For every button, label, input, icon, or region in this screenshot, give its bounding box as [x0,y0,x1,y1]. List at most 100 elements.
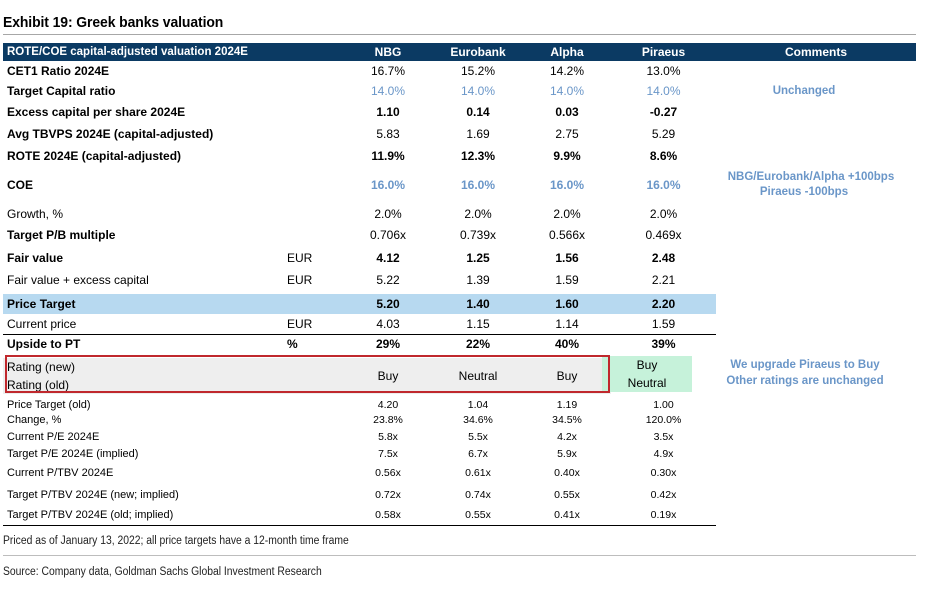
exhibit-title: Exhibit 19: Greek banks valuation [3,14,224,31]
cell: 2.0% [464,206,492,221]
table-row: Excess capital per share 2024E 1.10 0.14… [3,101,716,122]
cell: 14.0% [646,84,681,98]
cell: 0.14 [466,104,490,119]
table-header-row: ROTE/COE capital-adjusted valuation 2024… [3,43,716,61]
table-row: Growth, % 2.0% 2.0% 2.0% 2.0% [3,203,716,224]
table-row: Target P/B multiple 0.706x 0.739x 0.566x… [3,224,716,246]
table-row: Change, % 23.8% 34.6% 34.5% 120.0% [3,412,716,427]
cell: 9.9% [553,149,581,163]
cell: 1.60 [523,294,611,314]
cell: 16.0% [549,178,585,192]
table-row: Target Capital ratio 14.0% 14.0% 14.0% 1… [3,81,716,101]
cell: 14.0% [460,84,496,98]
row-label: CET1 Ratio 2024E [7,64,110,78]
cell: 14.2% [549,64,585,78]
row-label: Price Target [3,294,283,314]
comment-coe-line1: NBG/Eurobank/Alpha +100bps [727,171,895,183]
cell: 1.04 [467,399,489,411]
row-label: Price Target (old) [7,399,91,411]
piraeus-rating-cell: Buy Neutral [602,356,692,392]
valuation-table: ROTE/COE capital-adjusted valuation 2024… [3,43,716,526]
header-bank-eurobank: Eurobank [433,43,523,61]
comment-unchanged: Unchanged [772,85,836,97]
cell: 2.0% [553,206,581,221]
cell: 0.74x [465,488,491,501]
cell: 0.19x [650,508,677,521]
unit-label: EUR [287,251,313,265]
table-row: Fair value + excess capital EUR 5.22 1.3… [3,270,716,290]
row-label: Rating (old) [3,376,283,394]
cell: 2.20 [611,294,716,314]
cell: 0.41x [554,508,580,521]
cell: 13.0% [646,64,681,78]
rating-nbg: Buy [343,358,433,394]
cell: 1.39 [466,273,490,287]
row-label: Current P/TBV 2024E [7,466,114,479]
cell: 4.2x [557,430,577,443]
header-bank-nbg: NBG [343,43,433,61]
table-row: Current P/E 2024E 5.8x 5.5x 4.2x 3.5x [3,427,716,446]
cell: 1.00 [653,399,674,411]
table-row: Avg TBVPS 2024E (capital-adjusted) 5.83 … [3,122,716,145]
footnote-priced: Priced as of January 13, 2022; all price… [3,535,349,547]
table-row: Current price EUR 4.03 1.15 1.14 1.59 [3,314,716,334]
cell: 16.0% [370,178,406,192]
cell: 0.55x [554,488,580,501]
piraeus-rating-new: Buy [636,358,658,372]
cell: 2.0% [649,206,678,221]
cell: 34.5% [552,413,582,426]
row-label: Current P/E 2024E [7,430,100,443]
price-target-row: Price Target 5.20 1.40 1.60 2.20 [3,294,716,314]
cell: 0.55x [465,508,491,521]
unit-label: % [283,333,343,354]
row-label: Target Capital ratio [7,84,116,98]
cell: 22% [433,333,523,354]
cell: 5.83 [376,126,400,141]
cell: 29% [343,333,433,354]
header-bank-alpha: Alpha [523,43,611,61]
cell: 0.739x [459,228,497,242]
row-label: Target P/E 2024E (implied) [7,447,139,460]
row-label: Target P/TBV 2024E (new; implied) [7,488,179,501]
rating-eurobank: Neutral [433,358,523,394]
table-row: Current P/TBV 2024E 0.56x 0.61x 0.40x 0.… [3,461,716,484]
cell: 2.0% [374,206,402,221]
footnote-source: Source: Company data, Goldman Sachs Glob… [3,566,322,578]
table-row: CET1 Ratio 2024E 16.7% 15.2% 14.2% 13.0% [3,61,716,81]
header-bank-piraeus: Piraeus [611,43,716,61]
rating-alpha: Buy [523,358,611,394]
row-label: Fair value [7,251,64,265]
row-label: Excess capital per share 2024E [7,104,186,119]
cell: 1.69 [466,126,490,141]
cell: 5.29 [651,126,676,141]
row-label: COE [7,178,34,192]
cell: 7.5x [378,447,398,460]
cell: 34.6% [463,413,493,426]
unit-label: EUR [287,273,313,287]
row-label: Change, % [7,413,62,426]
row-label: Avg TBVPS 2024E (capital-adjusted) [7,126,214,141]
cell: 120.0% [645,413,682,426]
cell: 0.58x [375,508,401,521]
row-label: ROTE 2024E (capital-adjusted) [7,149,182,163]
unit-label: EUR [287,316,313,331]
table-row: COE 16.0% 16.0% 16.0% 16.0% [3,167,716,203]
comments-header: Comments [716,43,916,61]
cell: 23.8% [373,413,403,426]
row-label: Rating (new) [3,358,283,376]
cell: 1.40 [433,294,523,314]
cell: 1.14 [555,316,579,331]
cell: 5.5x [468,430,488,443]
cell: 15.2% [460,64,496,78]
cell: 0.42x [650,488,677,501]
row-label: Current price [7,316,77,331]
row-label: Growth, % [7,206,64,221]
row-label: Target P/B multiple [7,228,116,242]
table-row: Upside to PT % 29% 22% 40% 39% [3,333,716,354]
row-label: Upside to PT [3,333,283,354]
table-row: Fair value EUR 4.12 1.25 1.56 2.48 [3,246,716,270]
table-row: ROTE 2024E (capital-adjusted) 11.9% 12.3… [3,145,716,167]
cell: 2.21 [651,273,676,287]
cell: 12.3% [460,149,496,163]
table-row: Target P/TBV 2024E (old; implied) 0.58x … [3,505,716,525]
